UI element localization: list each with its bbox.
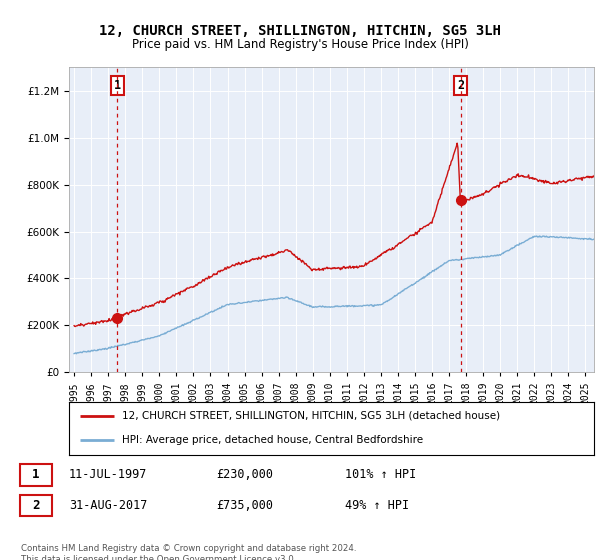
Text: 2: 2 <box>457 79 464 92</box>
Text: 1: 1 <box>113 79 121 92</box>
Text: 11-JUL-1997: 11-JUL-1997 <box>69 468 148 482</box>
Text: 1: 1 <box>32 468 40 482</box>
Text: 2: 2 <box>32 499 40 512</box>
Text: HPI: Average price, detached house, Central Bedfordshire: HPI: Average price, detached house, Cent… <box>121 435 422 445</box>
Text: 101% ↑ HPI: 101% ↑ HPI <box>345 468 416 482</box>
Text: £230,000: £230,000 <box>216 468 273 482</box>
Text: 12, CHURCH STREET, SHILLINGTON, HITCHIN, SG5 3LH (detached house): 12, CHURCH STREET, SHILLINGTON, HITCHIN,… <box>121 411 500 421</box>
Text: Contains HM Land Registry data © Crown copyright and database right 2024.
This d: Contains HM Land Registry data © Crown c… <box>21 544 356 560</box>
Text: 12, CHURCH STREET, SHILLINGTON, HITCHIN, SG5 3LH: 12, CHURCH STREET, SHILLINGTON, HITCHIN,… <box>99 24 501 38</box>
Text: 49% ↑ HPI: 49% ↑ HPI <box>345 499 409 512</box>
Text: 31-AUG-2017: 31-AUG-2017 <box>69 499 148 512</box>
Text: Price paid vs. HM Land Registry's House Price Index (HPI): Price paid vs. HM Land Registry's House … <box>131 38 469 51</box>
Text: £735,000: £735,000 <box>216 499 273 512</box>
